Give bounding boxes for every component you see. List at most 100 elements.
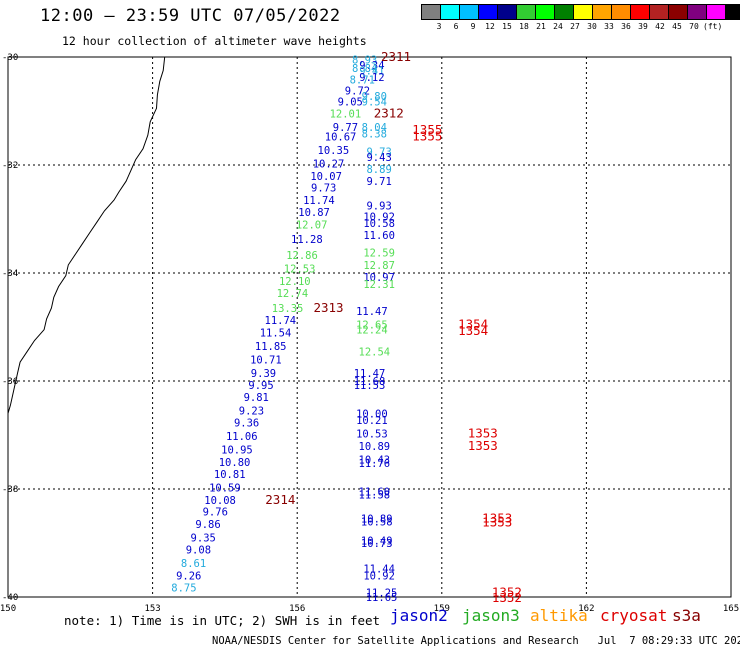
wave-height-label: 10.81: [214, 469, 246, 481]
scale-labels: (ft) 3 6 9 12 15 18 21 24 27 30 33 36 39 42 45 70: [421, 20, 740, 34]
wave-height-label: 8.71: [350, 75, 375, 87]
wave-height-label: 11.65: [366, 592, 398, 604]
wave-height-label: 8.93: [352, 55, 377, 67]
wave-height-label: 11.85: [255, 341, 287, 353]
wave-height-label: 12.53: [284, 264, 316, 276]
pass-time-label: 1354: [458, 323, 488, 338]
wave-height-label: 11.60: [359, 487, 391, 499]
wave-height-label: 9.73: [366, 147, 391, 159]
wave-height-label: 9.73: [311, 183, 336, 195]
wave-height-label: 8.89: [366, 164, 391, 176]
lon-tick-label: 165: [723, 604, 739, 614]
scale-unit: (ft): [703, 22, 723, 31]
pass-time-label: 2312: [374, 106, 404, 121]
wave-height-label: 8.38: [362, 129, 387, 141]
coastline: [7, 56, 166, 414]
pass-time-label: 1354: [458, 316, 488, 331]
lon-tick-label: 162: [578, 604, 594, 614]
wave-height-label: 10.59: [209, 482, 241, 494]
lon-tick-label: 156: [289, 604, 305, 614]
wave-height-label: 9.86: [195, 519, 220, 531]
scale-box: [725, 4, 740, 20]
pass-time-label: 2311: [381, 49, 411, 64]
scale-label: 15: [502, 22, 512, 31]
wave-height-label: 10.27: [313, 158, 345, 170]
lat-tick-label: -38: [2, 485, 18, 495]
wave-height-label: 11.53: [354, 380, 386, 392]
wave-height-label: 11.28: [291, 234, 323, 246]
wave-height-label: 11.58: [359, 489, 391, 501]
wave-height-label: 9.26: [176, 570, 201, 582]
lon-tick-label: 153: [144, 604, 160, 614]
pass-time-label: 1353: [468, 438, 498, 453]
wave-height-label: 9.93: [366, 201, 391, 213]
wave-height-label: 10.92: [363, 211, 395, 223]
legend-altika: altika: [530, 606, 588, 625]
lat-tick-label: -34: [2, 269, 18, 279]
map-frame: [7, 56, 732, 598]
credit-line: NOAA/NESDIS Center for Satellite Applica…: [212, 635, 740, 647]
scale-label: 12: [485, 22, 495, 31]
lat-tick-label: -32: [2, 161, 18, 171]
wave-height-label: 12.74: [277, 288, 309, 300]
scale-label: 45: [672, 22, 682, 31]
wave-height-label: 12.65: [356, 319, 388, 331]
map-title: 12:00 — 23:59 UTC 07/05/2022: [40, 6, 341, 26]
wave-height-label: 11.60: [363, 230, 395, 242]
wave-height-label: 10.00: [356, 408, 388, 420]
wave-height-label: 9.77: [333, 122, 358, 134]
footnote: note: 1) Time is in UTC; 2) SWH is in fe…: [64, 613, 381, 628]
wave-height-label: 10.92: [363, 570, 395, 582]
legend-jason2: jason2: [390, 606, 448, 625]
legend-s3a: s3a: [672, 606, 701, 625]
wave-height-label: 11.44: [363, 563, 395, 575]
scale-label: 42: [655, 22, 665, 31]
wave-height-label: 12.01: [330, 109, 362, 121]
wave-height-label: 10.08: [204, 495, 236, 507]
wave-height-label: 9.08: [186, 544, 211, 556]
wave-height-label: 10.43: [359, 454, 391, 466]
scale-label: 18: [519, 22, 529, 31]
wave-height-label: 9.72: [345, 85, 370, 97]
scale-color-boxes: [421, 4, 740, 20]
wave-height-label: 10.87: [298, 207, 330, 219]
scale-label: 3: [436, 22, 442, 31]
wave-height-label: 10.97: [363, 272, 395, 284]
pass-time-label: 1352: [492, 590, 522, 605]
scale-label: 21: [536, 22, 546, 31]
wave-height-label: 9.41: [359, 66, 384, 78]
wave-height-label: 12.10: [279, 276, 311, 288]
wave-height-label: 12.87: [363, 260, 395, 272]
wave-height-label: 10.71: [250, 354, 282, 366]
wave-height-label: 12.86: [286, 250, 318, 262]
pass-time-label: 1353: [482, 511, 512, 526]
wave-height-label: 9.23: [239, 406, 264, 418]
lat-tick-label: -36: [2, 377, 18, 387]
wave-height-label: 10.80: [219, 457, 251, 469]
wave-height-label: 12.59: [363, 247, 395, 259]
pass-time-label: 1353: [482, 514, 512, 529]
pass-time-label: 2314: [265, 492, 295, 507]
pass-time-label: 1355: [412, 128, 442, 143]
wave-height-label: 10.89: [359, 441, 391, 453]
wave-height-label: 10.49: [361, 535, 393, 547]
wave-height-label: 10.21: [356, 415, 388, 427]
scale-label: 36: [621, 22, 631, 31]
wave-height-label: 10.07: [310, 171, 342, 183]
wave-height-label: 9.71: [366, 176, 391, 188]
lon-tick-label: 159: [434, 604, 450, 614]
wave-height-label: 9.80: [362, 91, 387, 103]
pass-time-label: 2313: [313, 300, 343, 315]
wave-height-label: 11.74: [265, 315, 297, 327]
wave-height-label: 9.95: [248, 380, 273, 392]
wave-height-label: 9.12: [359, 72, 384, 84]
wave-height-label: 11.74: [303, 195, 335, 207]
wave-height-label: 10.35: [318, 145, 350, 157]
wave-height-label: 10.73: [361, 538, 393, 550]
wave-height-label: 12.54: [359, 346, 391, 358]
wave-height-label: 11.47: [356, 306, 388, 318]
wave-height-label: 9.43: [366, 152, 391, 164]
wave-height-label: 10.58: [363, 218, 395, 230]
scale-label: 27: [570, 22, 580, 31]
